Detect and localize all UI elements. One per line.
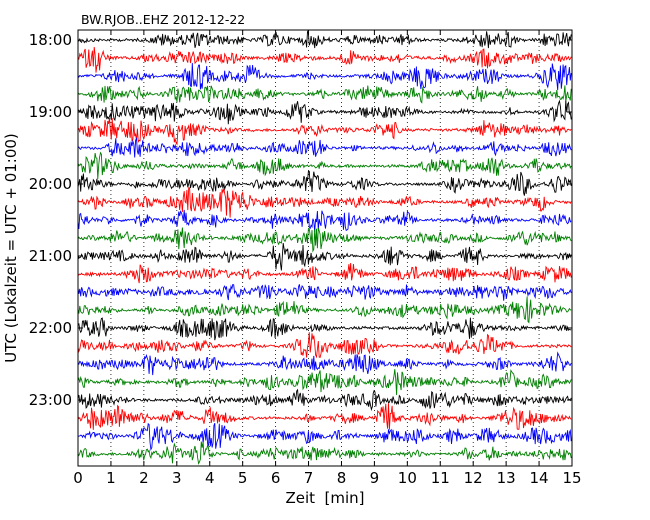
trace-2030 bbox=[77, 209, 572, 232]
trace-2230 bbox=[77, 351, 572, 376]
trace-1830 bbox=[77, 62, 572, 91]
trace-2300 bbox=[77, 388, 572, 412]
x-gridlines bbox=[110, 30, 540, 466]
x-tick-label: 10 bbox=[398, 469, 417, 487]
y-tick-label: 21:00 bbox=[29, 247, 72, 265]
trace-2015 bbox=[77, 187, 572, 218]
x-axis-label: Zeit [min] bbox=[285, 489, 364, 507]
chart-title: BW.RJOB..EHZ 2012-12-22 bbox=[81, 12, 245, 27]
y-tick-label: 22:00 bbox=[29, 319, 72, 337]
y-tick-label: 18:00 bbox=[29, 31, 72, 49]
seismic-traces bbox=[77, 30, 572, 465]
trace-2115 bbox=[77, 263, 572, 284]
y-tick-label: 20:00 bbox=[29, 175, 72, 193]
x-tick-label: 14 bbox=[530, 469, 549, 487]
trace-2145 bbox=[77, 296, 572, 324]
plot-frame bbox=[77, 29, 573, 467]
trace-1900 bbox=[77, 99, 572, 125]
x-tick-label: 0 bbox=[73, 469, 83, 487]
trace-1800 bbox=[77, 30, 572, 49]
trace-2345 bbox=[77, 441, 572, 465]
trace-2100 bbox=[77, 243, 572, 271]
y-tick-label: 19:00 bbox=[29, 103, 72, 121]
x-tick-label: 11 bbox=[431, 469, 450, 487]
trace-1815 bbox=[77, 47, 572, 73]
x-axis-ticks: 0 1 2 3 4 5 6 7 8 9 10 11 12 13 14 15 bbox=[73, 30, 582, 487]
y-axis-label: UTC (Lokalzeit = UTC + 01:00) bbox=[2, 133, 20, 363]
x-tick-label: 5 bbox=[238, 469, 248, 487]
trace-1945 bbox=[77, 151, 572, 180]
x-tick-label: 12 bbox=[464, 469, 483, 487]
x-tick-label: 1 bbox=[106, 469, 116, 487]
x-tick-label: 8 bbox=[337, 469, 347, 487]
trace-1845 bbox=[77, 85, 572, 104]
x-tick-label: 4 bbox=[205, 469, 215, 487]
trace-2245 bbox=[77, 369, 572, 396]
x-tick-label: 7 bbox=[304, 469, 314, 487]
trace-2200 bbox=[77, 317, 572, 341]
trace-2045 bbox=[77, 227, 572, 253]
trace-2315 bbox=[77, 403, 572, 430]
y-axis-ticks: 18:00 19:00 20:00 21:00 22:00 23:00 bbox=[29, 31, 572, 409]
trace-2000 bbox=[77, 170, 572, 196]
x-tick-label: 3 bbox=[172, 469, 182, 487]
trace-2330 bbox=[77, 422, 572, 451]
x-tick-label: 6 bbox=[271, 469, 281, 487]
x-tick-label: 2 bbox=[139, 469, 149, 487]
x-tick-label: 9 bbox=[370, 469, 380, 487]
trace-1915 bbox=[77, 117, 572, 146]
trace-1930 bbox=[77, 137, 572, 158]
trace-2215 bbox=[77, 332, 572, 359]
x-tick-label: 13 bbox=[497, 469, 516, 487]
trace-2130 bbox=[77, 283, 572, 301]
y-tick-label: 23:00 bbox=[29, 391, 72, 409]
x-tick-label: 15 bbox=[562, 469, 581, 487]
